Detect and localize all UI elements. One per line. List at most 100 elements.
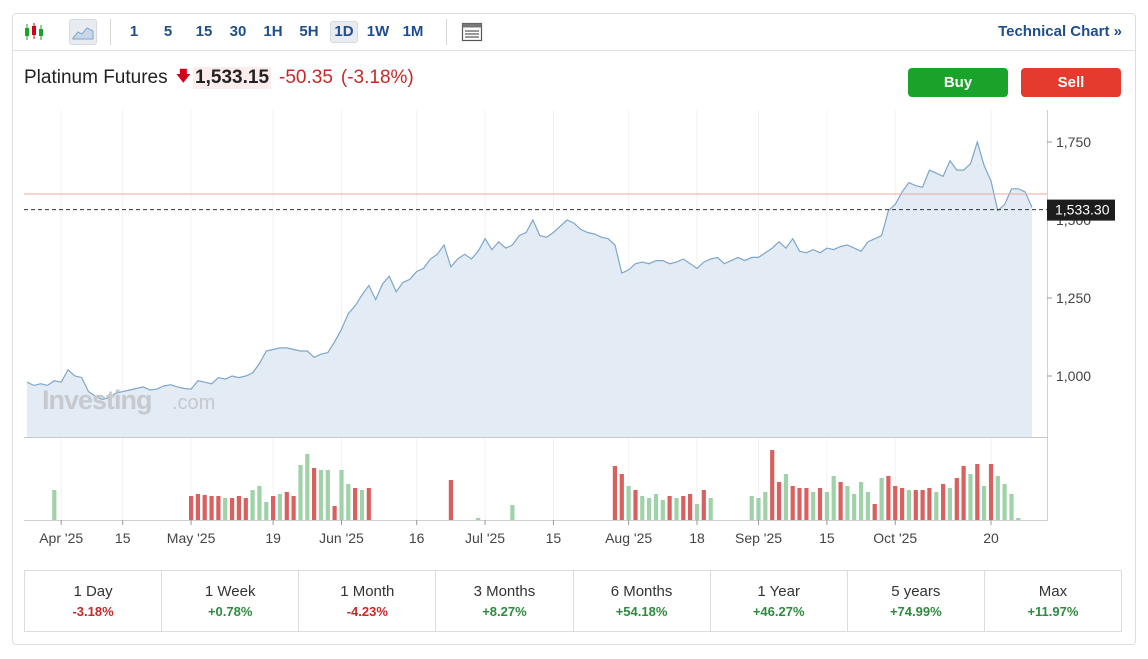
volume-bar [838,482,843,520]
timeframe-30[interactable]: 30 [229,23,247,40]
performance-cell[interactable]: 5 years +74.99% [848,571,985,631]
chart-toolbar: 1 5 15 30 1H 5H 1D 1W 1M Technical Chart… [12,13,1136,51]
volume-bars [52,450,1021,520]
volume-bar [346,484,351,520]
volume-bar [756,498,761,520]
volume-bar [284,492,289,520]
chart-widget-frame [12,13,1136,645]
volume-bar [763,492,768,520]
performance-cell[interactable]: 1 Week +0.78% [162,571,300,631]
volume-bar [660,500,665,520]
volume-bar [920,490,925,520]
volume-bar [250,490,255,520]
technical-chart-link[interactable]: Technical Chart » [998,23,1122,40]
volume-bar [647,498,652,520]
performance-period-label: 1 Year [757,583,800,600]
volume-bar [845,486,850,520]
volume-bar [626,486,631,520]
timeframe-5h[interactable]: 5H [299,23,319,40]
timeframe-5[interactable]: 5 [163,23,173,40]
price-change-percent: (-3.18%) [340,67,414,88]
table-icon[interactable] [458,19,486,45]
x-tick-label: May '25 [167,530,216,546]
performance-value: -3.18% [72,604,114,619]
volume-bar [1002,484,1007,520]
volume-bar [318,470,324,520]
timeframe-1h[interactable]: 1H [263,23,283,40]
last-price: 1,533.15 [193,67,272,89]
volume-bar [366,488,371,520]
volume-bar [701,490,706,520]
volume-bar [305,454,310,520]
performance-period-label: 5 years [891,583,941,600]
performance-cell[interactable]: 1 Day -3.18% [25,571,163,631]
volume-bar [749,496,754,520]
volume-bar [291,496,296,520]
volume-bar [831,476,836,520]
volume-bar [236,496,241,520]
x-tick-label: Oct '25 [873,530,917,546]
volume-bar [264,502,269,520]
volume-bar [476,518,481,520]
volume-bar [913,490,918,520]
timeframe-1d[interactable]: 1D [330,21,358,43]
timeframe-15[interactable]: 15 [195,23,213,40]
volume-bar [339,470,344,520]
performance-cell[interactable]: 6 Months +54.18% [574,571,711,631]
performance-cell[interactable]: Max +11.97% [985,571,1121,631]
volume-bar [332,506,337,520]
volume-bar [927,488,932,520]
timeframe-1[interactable]: 1 [129,23,139,40]
performance-strip: 1 Day -3.18% 1 Week +0.78% 1 Month -4.23% 3 Mo… [24,570,1122,632]
price-change: -50.35 [279,67,333,88]
x-tick-label: 16 [409,530,425,546]
volume-bar [681,496,686,520]
x-tick-label: 15 [115,530,131,546]
volume-bar [906,490,911,520]
performance-cell[interactable]: 1 Year +46.27% [711,571,848,631]
y-tick-label: 1,000 [1056,368,1091,384]
volume-bar [448,480,453,520]
volume-bar [243,498,248,520]
x-tick-label: 15 [819,530,835,546]
x-tick-label: Jul '25 [465,530,505,546]
volume-bar [298,465,303,520]
volume-bar [817,488,823,520]
x-tick-label: 20 [983,530,999,546]
x-tick-label: Apr '25 [39,530,83,546]
volume-bar [223,498,228,520]
y-tick-label: 1,250 [1056,290,1091,306]
volume-bar [982,486,987,520]
volume-bar [633,490,638,520]
performance-period-label: Max [1038,583,1068,600]
volume-bar [790,486,795,520]
timeframe-1m[interactable]: 1M [402,23,424,40]
current-price-tag: 1,533.30 [1047,199,1115,221]
x-tick-label: Jun '25 [319,530,364,546]
performance-cell[interactable]: 3 Months +8.27% [436,571,574,631]
performance-cell[interactable]: 1 Month -4.23% [299,571,437,631]
area-chart-icon[interactable] [69,19,97,45]
volume-bar [653,494,659,520]
volume-bar [770,450,775,520]
volume-bar [859,482,864,520]
x-tick-label: 18 [689,530,705,546]
candlestick-icon[interactable] [20,19,48,45]
sell-button[interactable]: Sell [1021,68,1121,97]
buy-button[interactable]: Buy [908,68,1008,97]
y-tick-label: 1,750 [1056,134,1091,150]
x-tick-label: 15 [546,530,562,546]
volume-bar [694,504,700,520]
volume-bar [667,496,672,520]
toolbar-divider [446,19,447,45]
toolbar-divider [110,19,111,45]
performance-period-label: 1 Month [340,583,395,600]
volume-bar [934,492,939,520]
volume-bar [202,495,207,520]
volume-bar [1016,518,1021,520]
timeframe-1w[interactable]: 1W [366,23,390,40]
volume-bar [852,494,857,520]
volume-bar [353,488,358,520]
volume-bar [612,466,617,520]
